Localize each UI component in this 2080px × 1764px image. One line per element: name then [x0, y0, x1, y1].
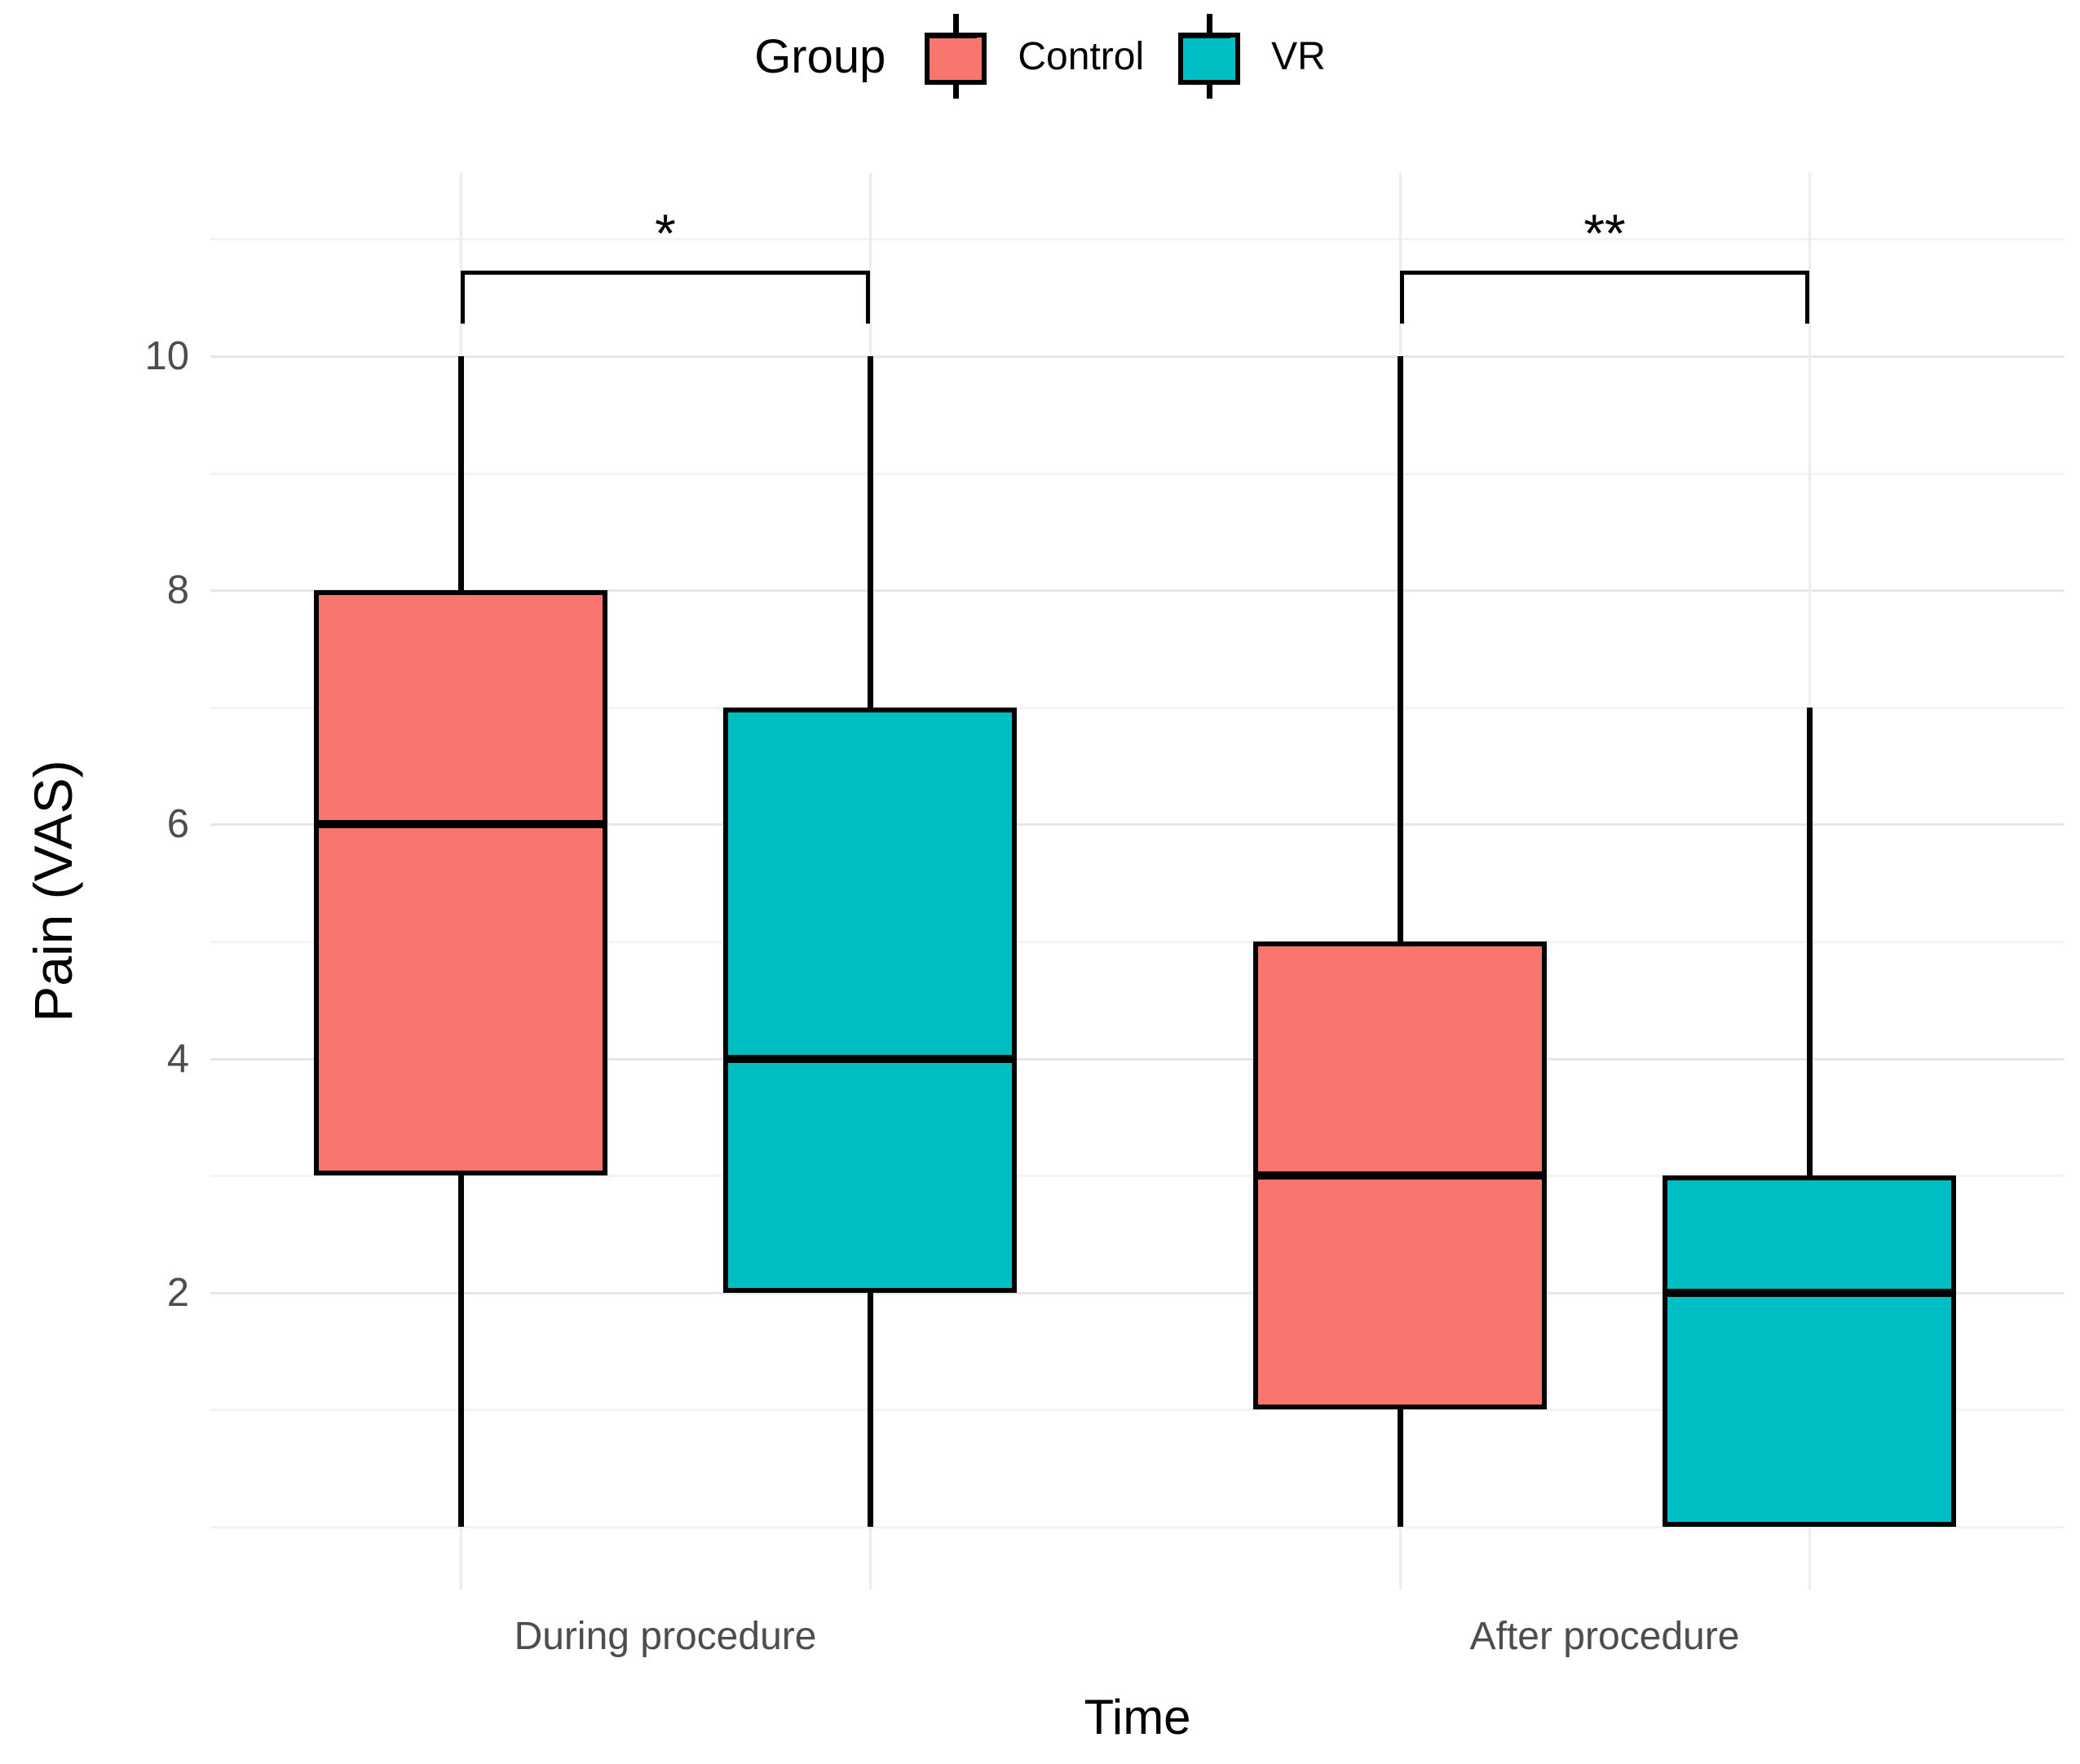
- major-gridline: [210, 355, 2065, 358]
- minor-gridline: [210, 1175, 2065, 1178]
- minor-gridline: [210, 472, 2065, 475]
- minor-gridline: [210, 941, 2065, 943]
- median-line: [1667, 1288, 1951, 1297]
- major-gridline: [210, 1291, 2065, 1294]
- boxplot-key-icon-vr: [1178, 14, 1241, 99]
- minor-gridline: [210, 1409, 2065, 1412]
- major-gridline: [210, 823, 2065, 827]
- x-axis-title: Time: [1084, 1690, 1191, 1744]
- key-median-line: [925, 33, 978, 38]
- major-gridline: [210, 589, 2065, 593]
- x-axis-category-label: After procedure: [1469, 1615, 1740, 1658]
- y-axis-tick-label: 2: [166, 1270, 189, 1315]
- y-axis-tick-label: 6: [166, 802, 189, 847]
- key-median-line: [1178, 33, 1231, 38]
- median-line: [1258, 1171, 1542, 1180]
- x-axis-category-label: During procedure: [514, 1615, 817, 1658]
- legend-label-control: Control: [1018, 34, 1145, 78]
- legend-item-vr: VR: [1178, 14, 1326, 99]
- significance-bracket: [1400, 271, 1809, 324]
- box-iqr: [723, 707, 1017, 1293]
- key-box-swatch: [1178, 33, 1241, 85]
- legend-label-vr: VR: [1271, 34, 1326, 78]
- significance-label: *: [655, 203, 676, 264]
- major-gridline: [210, 1057, 2065, 1061]
- y-axis-tick-label: 10: [144, 334, 189, 378]
- whisker-line: [1807, 707, 1813, 1527]
- median-line: [728, 1054, 1012, 1063]
- minor-gridline: [210, 706, 2065, 709]
- box-iqr: [1663, 1175, 1956, 1527]
- significance-bracket: [461, 271, 870, 324]
- legend-title: Group: [754, 29, 886, 83]
- minor-gridline: [210, 238, 2065, 241]
- significance-label: **: [1583, 203, 1626, 264]
- y-axis-tick-label: 4: [166, 1036, 189, 1081]
- median-line: [319, 820, 603, 829]
- boxplot-key-icon-control: [925, 14, 987, 99]
- y-axis-tick-label: 8: [166, 568, 189, 613]
- legend-item-control: Control: [925, 14, 1144, 99]
- minor-gridline: [210, 1526, 2065, 1528]
- legend: Group Control VR: [0, 11, 2080, 101]
- box-iqr: [314, 590, 607, 1176]
